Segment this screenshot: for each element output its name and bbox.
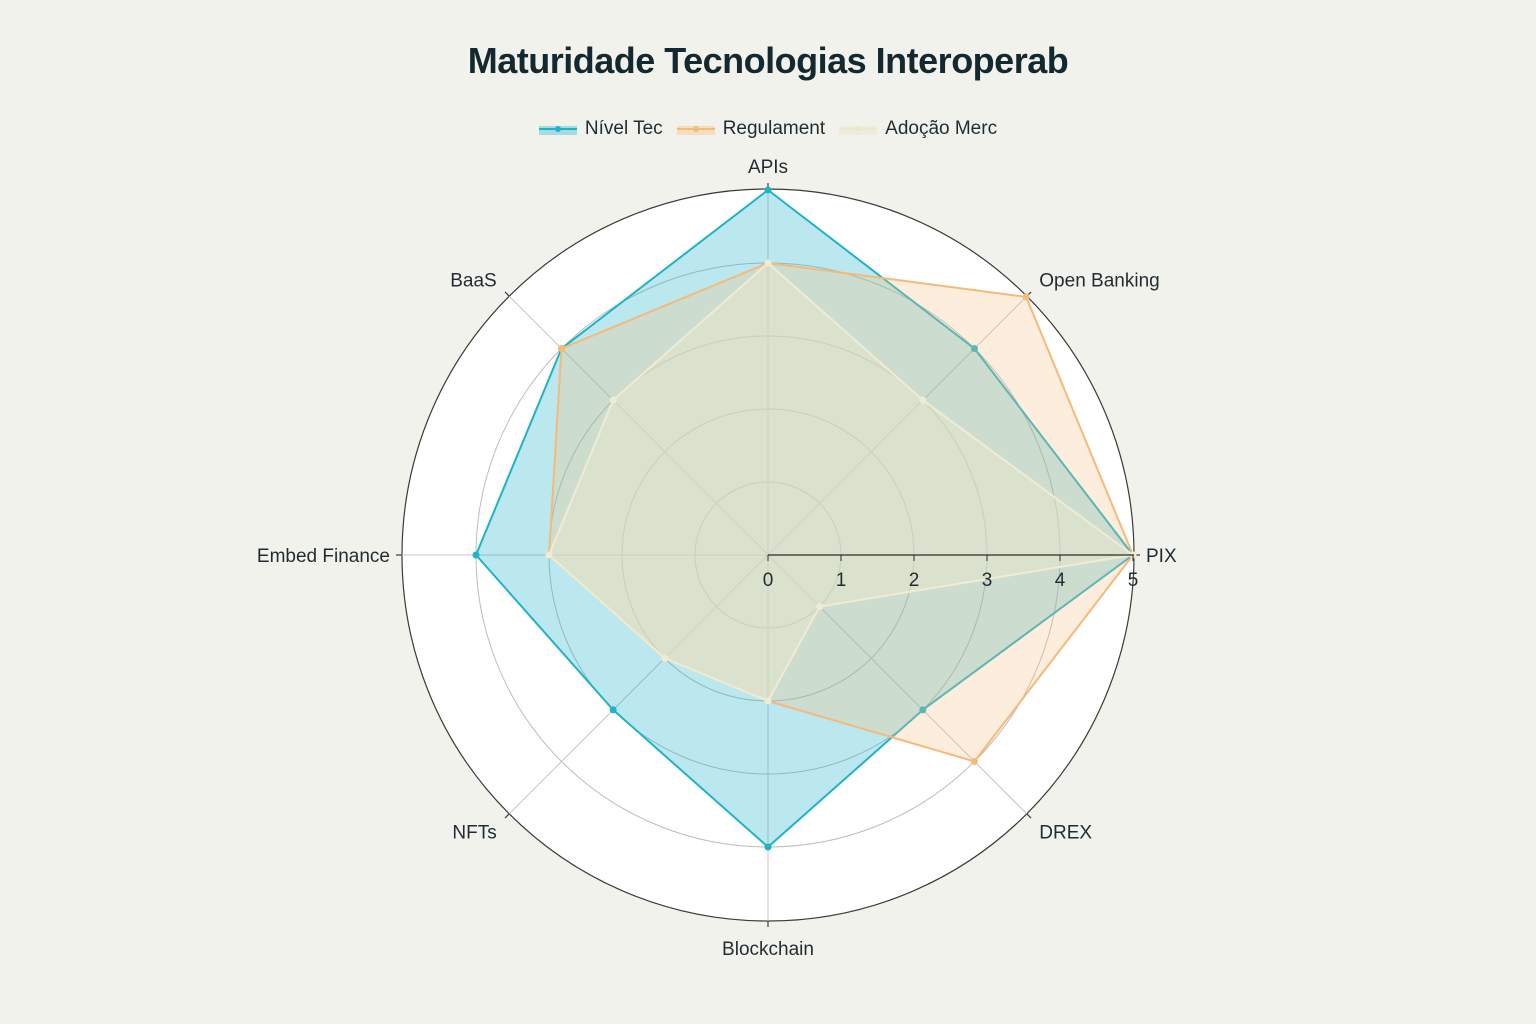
category-label: Open Banking: [1039, 271, 1159, 292]
swatch-dot: [692, 126, 699, 132]
data-point-marker[interactable]: [609, 706, 617, 714]
grid-spoke: [767, 295, 1028, 556]
legend-label: Adoção Merc: [885, 118, 998, 139]
category-labels: APIs Open Banking PIX DREX Blockchain NFTs Emb…: [257, 157, 1177, 960]
radial-tick-label: 2: [909, 570, 920, 591]
data-point-marker[interactable]: [661, 654, 669, 662]
radial-tick-label: 4: [1055, 570, 1066, 591]
radial-tick-label: 1: [836, 570, 847, 591]
grid-spoke: [508, 295, 769, 556]
radial-tick-label: 5: [1128, 570, 1139, 591]
radial-tick-label: 3: [982, 570, 993, 591]
data-point-marker[interactable]: [764, 697, 772, 705]
data-point-marker[interactable]: [919, 396, 927, 404]
legend-label: Regulament: [722, 118, 826, 139]
category-label: APIs: [748, 157, 788, 178]
spoke-tick: [504, 813, 510, 819]
spoke-tick: [504, 291, 510, 297]
grid-spoke: [508, 554, 769, 815]
series-polygons: [472, 186, 1137, 851]
series-0: [472, 186, 1137, 851]
legend-label: Nível Tec: [584, 118, 663, 139]
swatch-dot: [554, 126, 561, 132]
legend: Nível Tec Regulament Adoção Merc: [0, 118, 1536, 140]
data-point-marker[interactable]: [816, 603, 824, 611]
legend-item-adocao-merc[interactable]: Adoção Merc: [839, 118, 997, 140]
data-point-marker[interactable]: [764, 259, 772, 267]
swatch-dot: [855, 126, 862, 132]
data-point-marker[interactable]: [764, 186, 772, 194]
legend-item-nivel-tec[interactable]: Nível Tec: [538, 118, 663, 140]
category-label: Blockchain: [722, 939, 814, 960]
grid-spoke: [767, 554, 1028, 815]
legend-swatch-icon: [538, 123, 577, 135]
data-point-marker[interactable]: [472, 551, 480, 559]
radial-axis: 0 1 2 3 4 5: [763, 554, 1139, 591]
series-2: [545, 259, 1137, 705]
chart-title: Maturidade Tecnologias Interoperab: [467, 40, 1069, 81]
data-point-marker[interactable]: [558, 345, 566, 353]
radial-tick-label: 0: [763, 570, 774, 591]
category-label: BaaS: [450, 271, 496, 292]
data-point-marker[interactable]: [970, 345, 978, 353]
category-label: PIX: [1146, 546, 1177, 567]
data-point-marker[interactable]: [919, 706, 927, 714]
data-point-marker[interactable]: [1022, 293, 1030, 301]
data-point-marker[interactable]: [545, 551, 553, 559]
data-point-marker[interactable]: [970, 757, 978, 765]
data-point-marker[interactable]: [609, 396, 617, 404]
spoke-tick: [1026, 813, 1032, 819]
legend-swatch-icon: [839, 123, 878, 135]
category-label: NFTs: [452, 822, 496, 843]
legend-item-regulament[interactable]: Regulament: [676, 118, 826, 140]
category-label: Embed Finance: [257, 546, 390, 567]
category-label: DREX: [1039, 822, 1092, 843]
legend-swatch-icon: [676, 123, 715, 135]
data-point-marker[interactable]: [764, 843, 772, 851]
